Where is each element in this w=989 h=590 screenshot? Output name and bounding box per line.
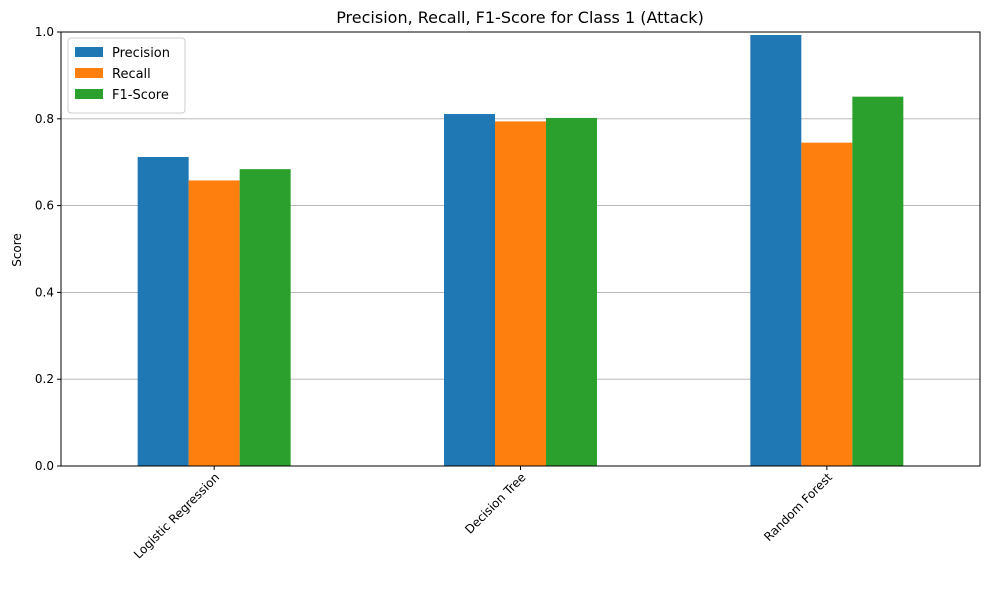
- bar-precision-0: [137, 156, 189, 466]
- y-tick-label: 1.0: [35, 25, 54, 39]
- bar-precision-1: [444, 114, 495, 466]
- legend-label: Recall: [112, 67, 151, 82]
- y-tick-label: 0.8: [35, 112, 54, 126]
- y-tick-label: 0.6: [35, 199, 54, 213]
- legend: Precision Recall F1-Score: [67, 37, 186, 114]
- bar-f1-score-1: [546, 117, 597, 466]
- legend-swatch: [75, 68, 103, 78]
- y-tick-label: 0.0: [35, 459, 54, 473]
- legend-swatch: [75, 89, 103, 99]
- y-tick-label: 0.4: [35, 285, 54, 299]
- bar-recall-0: [188, 180, 240, 467]
- bars: [137, 35, 904, 467]
- chart-title: Precision, Recall, F1-Score for Class 1 …: [336, 8, 704, 27]
- bar-precision-2: [750, 35, 802, 467]
- legend-label: Precision: [112, 46, 170, 61]
- y-tick-label: 0.2: [35, 372, 54, 386]
- legend-label: F1-Score: [112, 88, 169, 103]
- bar-recall-1: [495, 121, 546, 467]
- y-axis-label: Score: [10, 233, 24, 267]
- bar-recall-2: [801, 142, 853, 467]
- legend-swatch: [75, 47, 103, 57]
- plot-frame: [60, 31, 981, 467]
- bar-f1-score-0: [239, 169, 291, 467]
- bar-f1-score-2: [852, 96, 904, 466]
